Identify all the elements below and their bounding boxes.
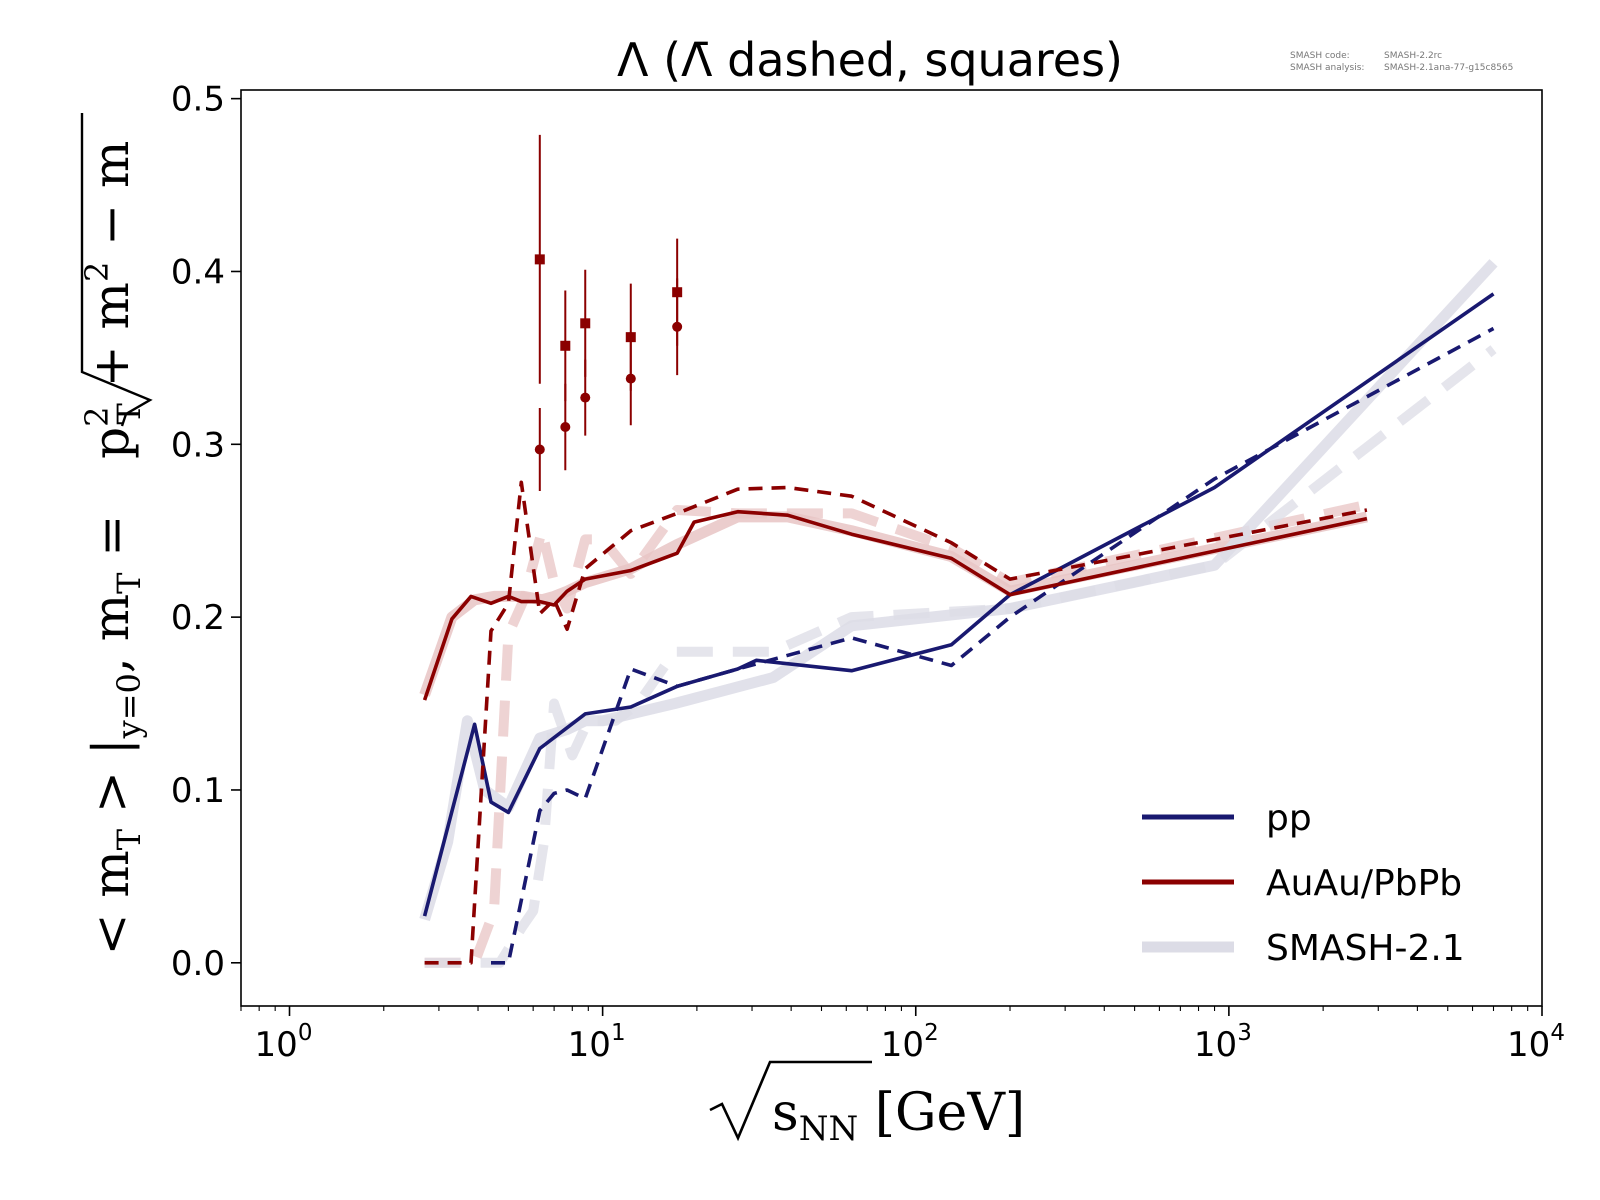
x-axis-label: sNN [GeV] — [709, 1060, 1025, 1149]
note-analysis-value: SMASH-2.1ana-77-g15c8565 — [1384, 63, 1513, 73]
series-layer — [419, 259, 1498, 968]
y-tick-label: 0.5 — [171, 80, 225, 120]
y-tick-label: 0.3 — [171, 425, 225, 465]
x-tick-label: 102 — [881, 1020, 939, 1065]
data-point-square-4 — [672, 287, 683, 298]
y-axis-radical — [80, 113, 153, 427]
chart-title: Λ (Λ̄ dashed, squares) — [617, 33, 1123, 87]
data-point-circle-1 — [560, 422, 571, 433]
legend-label-aa: AuAu/PbPb — [1266, 863, 1462, 904]
series-smash_aa_antilambda — [424, 499, 1368, 968]
plot-frame — [240, 89, 1543, 1007]
legend-label-pp: pp — [1266, 798, 1312, 839]
series-smash_pp_antilambda — [424, 345, 1497, 968]
data-points-layer — [534, 134, 683, 491]
y-axis: 0.0 0.1 0.2 0.3 0.4 0.5 — [171, 80, 241, 984]
y-tick-label: 0.0 — [171, 944, 225, 984]
svg-text:sNN [GeV]: sNN [GeV] — [772, 1083, 1025, 1149]
note-code-label: SMASH code: — [1290, 51, 1350, 61]
y-tick-label: 0.1 — [171, 771, 225, 811]
series-pp_antilambda — [491, 326, 1495, 965]
y-tick-label: 0.2 — [171, 598, 225, 638]
x-tick-label: 104 — [1507, 1020, 1565, 1065]
x-tick-label: 100 — [255, 1020, 313, 1065]
x-axis: 100 101 102 103 104 — [240, 1006, 1565, 1065]
y-tick-label: 0.4 — [171, 252, 225, 292]
x-tick-label: 103 — [1194, 1020, 1252, 1065]
data-point-square-0 — [534, 254, 545, 265]
svg-text:< mT > |y=0, mT = p2T + m2 − m: < mT > |y=0, mT = p2T + m2 − m — [78, 141, 148, 956]
series-aa_antilambda — [424, 480, 1368, 965]
x-label-radical — [709, 1060, 872, 1142]
series-aa_lambda — [422, 509, 1368, 701]
smash-notes: SMASH code: SMASH-2.2rc SMASH analysis: … — [1290, 51, 1513, 73]
legend: pp AuAu/PbPb SMASH-2.1 — [1142, 798, 1465, 969]
note-code-value: SMASH-2.2rc — [1384, 51, 1442, 61]
note-analysis-label: SMASH analysis: — [1290, 63, 1364, 73]
data-point-circle-0 — [534, 444, 545, 455]
data-point-square-2 — [580, 318, 591, 329]
data-point-square-1 — [560, 340, 571, 351]
y-axis-label: < mT > |y=0, mT = p2T + m2 − m — [78, 141, 148, 956]
data-point-circle-2 — [580, 392, 591, 403]
x-tick-label: 101 — [568, 1020, 626, 1065]
data-point-square-3 — [625, 332, 636, 343]
legend-label-smash: SMASH-2.1 — [1266, 928, 1465, 969]
